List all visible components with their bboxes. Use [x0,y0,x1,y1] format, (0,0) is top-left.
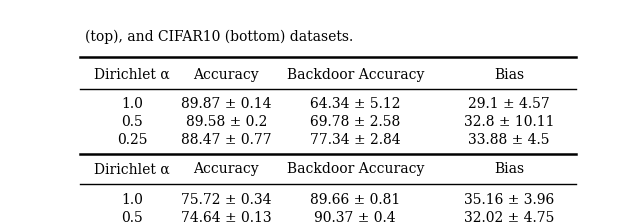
Text: Bias: Bias [494,162,524,176]
Text: 77.34 ± 2.84: 77.34 ± 2.84 [310,133,401,147]
Text: 88.47 ± 0.77: 88.47 ± 0.77 [181,133,271,147]
Text: 74.64 ± 0.13: 74.64 ± 0.13 [181,211,271,222]
Text: 89.87 ± 0.14: 89.87 ± 0.14 [181,97,271,111]
Text: 69.78 ± 2.58: 69.78 ± 2.58 [310,115,401,129]
Text: 64.34 ± 5.12: 64.34 ± 5.12 [310,97,401,111]
Text: 1.0: 1.0 [121,97,143,111]
Text: 33.88 ± 4.5: 33.88 ± 4.5 [468,133,550,147]
Text: 35.16 ± 3.96: 35.16 ± 3.96 [464,193,554,207]
Text: 1.0: 1.0 [121,193,143,207]
Text: 0.5: 0.5 [121,115,143,129]
Text: 29.1 ± 4.57: 29.1 ± 4.57 [468,97,550,111]
Text: Dirichlet α: Dirichlet α [94,67,170,81]
Text: Dirichlet α: Dirichlet α [94,162,170,176]
Text: 32.02 ± 4.75: 32.02 ± 4.75 [464,211,554,222]
Text: (top), and CIFAR10 (bottom) datasets.: (top), and CIFAR10 (bottom) datasets. [85,29,353,44]
Text: 89.66 ± 0.81: 89.66 ± 0.81 [310,193,401,207]
Text: 32.8 ± 10.11: 32.8 ± 10.11 [464,115,554,129]
Text: Accuracy: Accuracy [193,67,259,81]
Text: Backdoor Accuracy: Backdoor Accuracy [287,67,424,81]
Text: 90.37 ± 0.4: 90.37 ± 0.4 [314,211,396,222]
Text: 75.72 ± 0.34: 75.72 ± 0.34 [181,193,271,207]
Text: 0.5: 0.5 [121,211,143,222]
Text: Backdoor Accuracy: Backdoor Accuracy [287,162,424,176]
Text: 89.58 ± 0.2: 89.58 ± 0.2 [186,115,267,129]
Text: 0.25: 0.25 [117,133,147,147]
Text: Accuracy: Accuracy [193,162,259,176]
Text: Bias: Bias [494,67,524,81]
